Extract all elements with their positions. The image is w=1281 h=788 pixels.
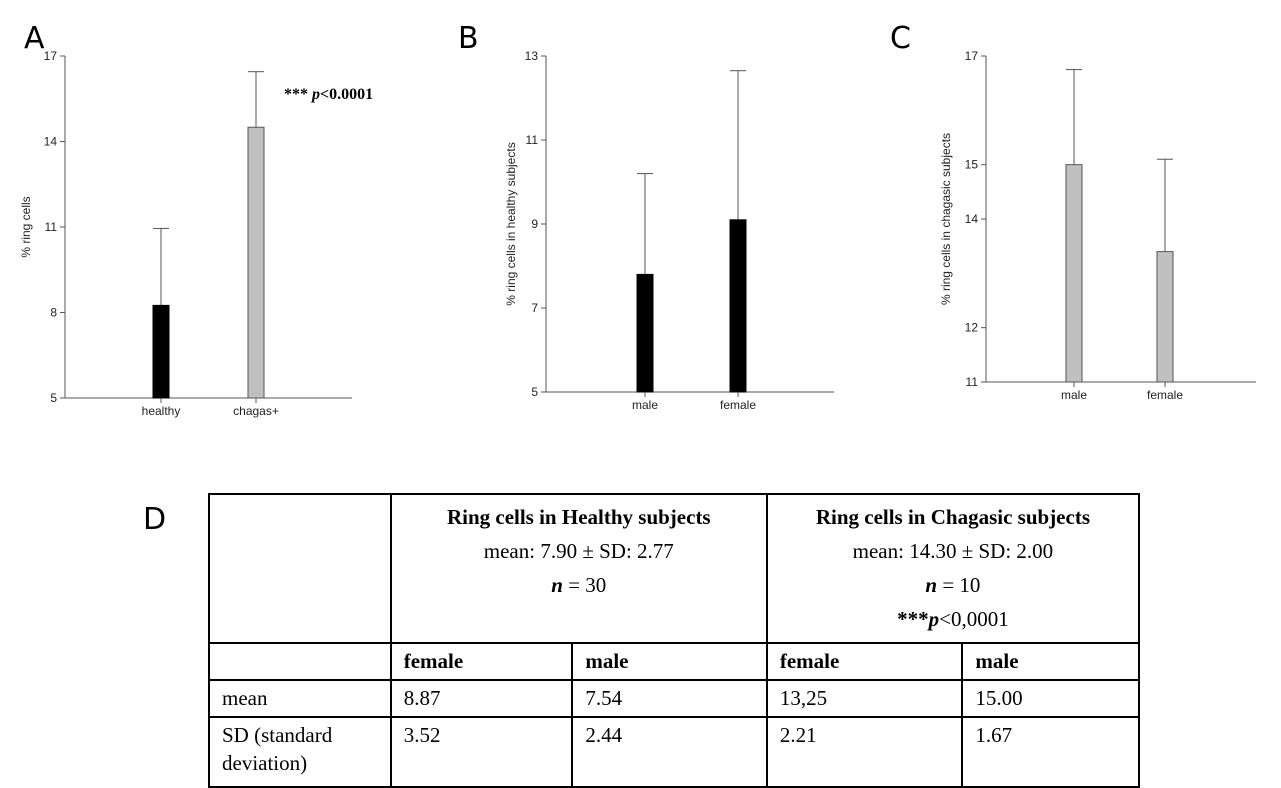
healthy-title: Ring cells in Healthy subjects (446, 505, 711, 529)
y-tick-label: 14 (44, 135, 58, 149)
table-cell: 1.67 (961, 716, 1140, 788)
bar-male (1065, 164, 1083, 383)
healthy-n: n = 30 (400, 568, 758, 602)
healthy-mean-sd: mean: 7.90 ± SD: 2.77 (483, 539, 674, 563)
y-tick-label: 13 (525, 49, 539, 63)
table-corner-cell (208, 493, 392, 644)
y-tick-label: 17 (965, 49, 979, 63)
chagasic-p-label: p (928, 607, 940, 631)
table-header-row: Ring cells in Healthy subjects mean: 7.9… (208, 493, 1141, 644)
panel-label-d: D (143, 502, 167, 537)
significance-p-label: p (312, 86, 320, 103)
row-label-mean: mean (208, 679, 392, 718)
panel-label-c: C (890, 21, 911, 56)
bar-female (1156, 251, 1174, 383)
significance-stars: *** (284, 86, 308, 103)
y-tick-label: 11 (45, 220, 58, 234)
x-tick-label: male (1061, 388, 1087, 402)
table-cell: 3.52 (389, 716, 574, 788)
panel-label-b: B (458, 21, 479, 56)
chagasic-group-header: Ring cells in Chagasic subjects mean: 14… (765, 493, 1141, 644)
x-tick-label: chagas+ (233, 404, 279, 418)
significance-annotation-a: *** p<0.0001 (284, 86, 373, 104)
table-cell: 13,25 (765, 679, 964, 718)
chagasic-n: n = 10 (776, 568, 1130, 602)
subheader-chagasic-female: female (765, 642, 964, 681)
y-axis-label: % ring cells in chagasic subjects (939, 133, 953, 305)
chagasic-p-value: <0,0001 (939, 607, 1009, 631)
table-row: mean 8.87 7.54 13,25 15.00 (208, 679, 1140, 718)
table-cell: 2.44 (571, 716, 768, 788)
table-cell: 8.87 (389, 679, 574, 718)
healthy-n-label: n (551, 573, 563, 597)
table-subheader-row: female male female male (208, 642, 1140, 681)
table-cell: 7.54 (571, 679, 768, 718)
y-tick-label: 17 (44, 49, 58, 63)
chagasic-n-label: n (925, 573, 938, 597)
stats-table: Ring cells in Healthy subjects mean: 7.9… (208, 493, 1141, 788)
y-tick-label: 14 (965, 212, 979, 226)
x-tick-label: healthy (142, 404, 181, 418)
x-tick-label: female (1147, 388, 1183, 402)
table-cell: 15.00 (961, 679, 1140, 718)
y-tick-label: 15 (965, 158, 979, 172)
chagasic-mean-sd: mean: 14.30 ± SD: 2.00 (852, 539, 1054, 563)
table-subheader-empty (208, 642, 392, 681)
chagasic-p-stars: *** (897, 607, 929, 631)
table-row: SD (standard deviation) 3.52 2.44 2.21 1… (208, 716, 1140, 788)
subheader-healthy-female: female (389, 642, 574, 681)
significance-p-value: <0.0001 (320, 86, 374, 103)
y-tick-label: 5 (531, 385, 538, 399)
chagasic-p: ***p<0,0001 (776, 602, 1130, 636)
x-tick-label: male (632, 398, 658, 412)
subheader-chagasic-male: male (961, 642, 1140, 681)
y-axis-label: % ring cells in healthy subjects (504, 142, 518, 305)
y-tick-label: 11 (966, 375, 979, 389)
y-tick-label: 5 (50, 391, 57, 405)
y-axis-label: % ring cells (19, 196, 33, 257)
y-tick-label: 12 (965, 321, 979, 335)
y-tick-label: 7 (531, 301, 538, 315)
subheader-healthy-male: male (571, 642, 768, 681)
y-tick-label: 8 (50, 306, 57, 320)
x-tick-label: female (720, 398, 756, 412)
chagasic-n-value: = 10 (937, 573, 981, 597)
y-tick-label: 11 (526, 133, 539, 147)
panel-label-a: A (24, 21, 45, 56)
y-tick-label: 9 (531, 217, 538, 231)
row-label-sd: SD (standard deviation) (208, 716, 392, 788)
healthy-n-value: = 30 (562, 573, 607, 597)
table-cell: 2.21 (765, 716, 964, 788)
healthy-group-header: Ring cells in Healthy subjects mean: 7.9… (389, 493, 768, 644)
chagasic-title: Ring cells in Chagasic subjects (815, 505, 1090, 529)
